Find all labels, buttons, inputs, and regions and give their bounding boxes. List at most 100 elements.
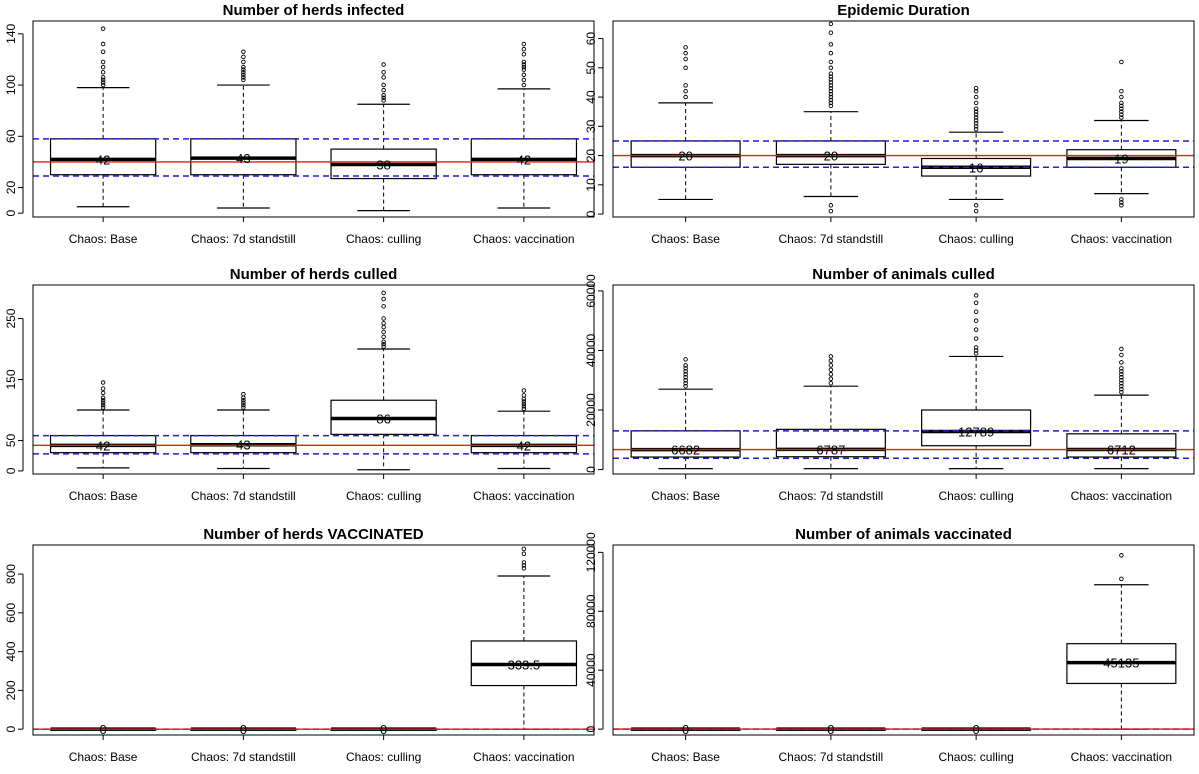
y-tick-label: 140 — [4, 23, 18, 43]
outlier-point — [1119, 106, 1124, 112]
outlier-point — [683, 375, 688, 380]
outlier-point — [973, 115, 979, 120]
outlier-point — [241, 69, 246, 75]
y-tick-label: 250 — [4, 308, 18, 328]
outlier-point — [100, 59, 106, 65]
panels-container: Number of herds infected02060100140Chaos… — [4, 2, 1195, 764]
x-category-label: Chaos: Base — [651, 232, 720, 246]
plot-frame — [32, 544, 595, 736]
outlier-point — [683, 65, 688, 71]
outlier-point — [241, 77, 246, 83]
outlier-point — [973, 106, 979, 112]
box-4 — [1066, 346, 1177, 470]
median-value-label: 0 — [682, 722, 689, 737]
outlier-point — [973, 100, 979, 106]
median-value-label: 20 — [678, 149, 692, 164]
outlier-point — [521, 401, 527, 407]
outlier-point — [828, 86, 834, 91]
x-category-label: Chaos: culling — [346, 750, 421, 764]
box-iqr — [49, 138, 157, 176]
outlier-point — [828, 354, 834, 359]
box-2 — [775, 21, 886, 214]
outlier-point — [1119, 197, 1124, 202]
outlier-point — [828, 367, 834, 373]
median-value-label: 0 — [827, 722, 834, 737]
outlier-point — [381, 329, 386, 335]
y-tick-label: 100 — [4, 75, 18, 95]
median-value-label: 12789 — [958, 424, 994, 439]
y-tick-label: 30 — [584, 119, 598, 133]
median-value-label: 42 — [517, 438, 531, 453]
outlier-point — [683, 45, 688, 50]
outlier-point — [1119, 115, 1124, 120]
outlier-point — [521, 64, 527, 70]
median-value-label: 45135 — [1103, 656, 1139, 671]
y-tick-label: 0 — [4, 726, 18, 733]
outlier-point — [973, 351, 979, 356]
outlier-point — [381, 290, 386, 296]
outlier-point — [241, 400, 246, 405]
box-1 — [49, 26, 157, 208]
outlier-point — [683, 363, 688, 368]
chart-panel-5: Number of herds VACCINATED 0 200 400 600 800 C… — [4, 526, 595, 764]
plot-frame — [32, 284, 595, 475]
outlier-point — [100, 64, 106, 70]
outlier-point — [683, 380, 688, 386]
outlier-point — [973, 203, 979, 208]
outlier-point — [973, 309, 979, 315]
x-category-label: Chaos: culling — [346, 489, 421, 503]
y-tick-label: 20 — [584, 149, 598, 163]
outlier-point — [828, 103, 834, 109]
outlier-point — [973, 86, 979, 91]
outlier-point — [241, 72, 246, 78]
y-tick-label: 600 — [4, 603, 18, 623]
x-category-label: Chaos: culling — [938, 489, 1013, 503]
x-category-label: Chaos: vaccination — [473, 489, 574, 503]
y-tick-label: 200 — [4, 680, 18, 700]
outlier-point — [100, 26, 106, 31]
box-1 — [630, 45, 741, 201]
outlier-point — [100, 397, 106, 403]
x-category-label: Chaos: culling — [346, 232, 421, 246]
x-category-label: Chaos: vaccination — [473, 232, 574, 246]
outlier-point — [1119, 103, 1124, 109]
outlier-point — [828, 208, 834, 214]
outlier-point — [381, 341, 386, 347]
outlier-point — [100, 386, 106, 391]
outlier-point — [828, 21, 834, 27]
outlier-point — [828, 59, 834, 65]
y-tick-label: 0 — [584, 725, 598, 732]
outlier-point — [1119, 389, 1124, 395]
chart-panel-4: Number of animals culled 0 20000 40000 60000… — [584, 266, 1195, 503]
outlier-point — [1119, 553, 1124, 558]
outlier-point — [1119, 200, 1124, 205]
median-value-label: 0 — [240, 722, 247, 737]
outlier-point — [1119, 94, 1124, 100]
outlier-point — [381, 344, 386, 349]
outlier-point — [100, 400, 106, 405]
chart-panel-1: Number of herds infected02060100140Chaos… — [4, 2, 595, 246]
outlier-point — [521, 59, 527, 65]
y-tick-label: 0 — [584, 210, 598, 217]
chart-panel-6: Number of animals vaccinated 0 40000 80000 1… — [584, 526, 1195, 764]
outlier-point — [973, 293, 979, 298]
box-4 — [1066, 59, 1177, 208]
outlier-point — [381, 98, 386, 103]
outlier-point — [241, 395, 246, 401]
outlier-point — [828, 372, 834, 377]
outlier-point — [381, 82, 386, 88]
median-value-label: 42 — [517, 152, 531, 167]
x-category-label: Chaos: 7d standstill — [779, 750, 884, 764]
outlier-point — [973, 336, 979, 341]
y-tick-label: 400 — [4, 641, 18, 661]
box-1 — [49, 380, 157, 469]
outlier-point — [241, 75, 246, 80]
y-tick-label: 40 — [584, 90, 598, 104]
outlier-point — [381, 296, 386, 302]
plot-frame — [612, 284, 1195, 475]
outlier-point — [521, 393, 527, 398]
outlier-point — [100, 75, 106, 80]
box-2 — [190, 391, 297, 470]
outlier-point — [683, 369, 688, 374]
